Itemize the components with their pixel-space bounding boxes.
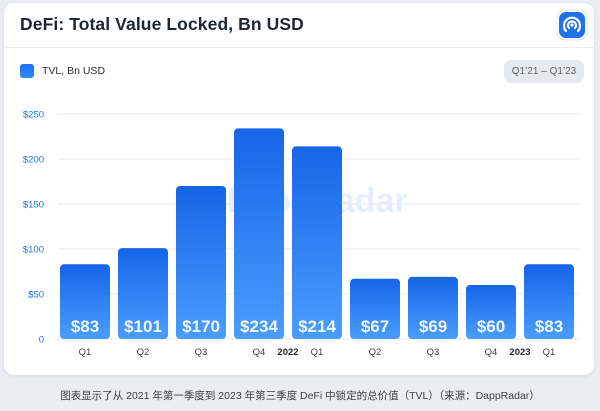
y-tick-label: $50	[28, 290, 44, 301]
x-tick-label: Q3	[427, 347, 440, 358]
bar-data-label: $67	[361, 317, 389, 336]
bar-data-label: $170	[182, 317, 220, 336]
chart-title: DeFi: Total Value Locked, Bn USD	[20, 14, 304, 34]
y-tick-label: $250	[23, 110, 44, 121]
period-range-button[interactable]: Q1’21 – Q1’23	[504, 60, 584, 83]
x-tick-label: Q2	[369, 347, 382, 358]
x-tick-label: Q4	[485, 347, 498, 358]
dappradar-logo-icon[interactable]	[556, 9, 588, 41]
x-tick-label: Q1	[543, 347, 556, 358]
y-tick-label: $150	[23, 200, 44, 211]
bar-data-label: $234	[240, 317, 278, 336]
bar-data-label: $101	[124, 317, 162, 336]
bar	[176, 186, 226, 339]
bar	[292, 146, 342, 339]
x-tick-label: Q2	[137, 347, 150, 358]
y-axis: 0 $50 $100 $150 $200 $250	[23, 110, 44, 346]
bar	[466, 285, 516, 339]
y-tick-label: $100	[23, 245, 44, 256]
bar-data-label: $214	[298, 317, 336, 336]
bar	[60, 264, 110, 339]
bar-data-label: $83	[535, 317, 563, 336]
x-year-label: 2023	[509, 347, 530, 358]
bar	[234, 128, 284, 339]
bar-chart: DappRadar $83$101$170$234$214$67$69$60$8…	[23, 110, 580, 358]
bar-data-label: $69	[419, 317, 447, 336]
bar	[118, 248, 168, 339]
y-tick-label: 0	[39, 335, 44, 346]
bar-data-label: $60	[477, 317, 505, 336]
y-tick-label: $200	[23, 155, 44, 166]
bar	[524, 264, 574, 339]
x-year-label: 2022	[277, 347, 298, 358]
legend-swatch	[20, 64, 34, 78]
x-tick-label: Q1	[311, 347, 324, 358]
figure-caption: 图表显示了从 2021 年第一季度到 2023 年第三季度 DeFi 中锁定的总…	[60, 390, 540, 402]
legend-label: TVL, Bn USD	[42, 65, 106, 77]
x-axis: Q1 Q2 Q3 Q4 Q1 Q2 Q3 Q4 Q1 2022 2023	[79, 347, 556, 358]
bars: $83 $101 $170 $234 $214 $67 $69 $60 $83	[60, 128, 574, 339]
x-tick-label: Q4	[253, 347, 266, 358]
bar	[350, 278, 400, 339]
x-tick-label: Q1	[79, 347, 92, 358]
bar-data-label: $83	[71, 317, 99, 336]
header-divider	[4, 47, 594, 48]
legend: TVL, Bn USD	[20, 64, 105, 78]
x-tick-label: Q3	[195, 347, 208, 358]
bar	[408, 276, 458, 339]
